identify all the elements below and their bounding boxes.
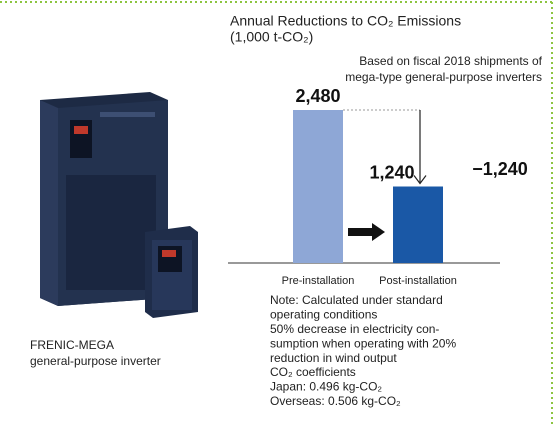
x-tick-label: Post-installation bbox=[379, 275, 457, 287]
note-line: Overseas: 0.506 kg-CO₂ bbox=[270, 394, 401, 408]
reduction-annotation: −1,240 bbox=[472, 159, 528, 179]
bar bbox=[293, 110, 343, 263]
infographic: FRENIC-MEGA general-purpose inverter Annu… bbox=[0, 0, 559, 426]
note-line: operating conditions bbox=[270, 308, 377, 322]
note-line: reduction in wind output bbox=[270, 351, 397, 365]
inverter-image bbox=[40, 92, 198, 318]
chart-unit: (1,000 t-CO₂) bbox=[230, 29, 313, 45]
note-line: Japan: 0.496 kg-CO₂ bbox=[270, 380, 382, 394]
note-line: 50% decrease in electricity con- bbox=[270, 322, 439, 336]
bar bbox=[393, 187, 443, 264]
caption-line: FRENIC-MEGA bbox=[30, 338, 114, 352]
note-line: Note: Calculated under standard bbox=[270, 293, 443, 307]
product-caption: FRENIC-MEGA general-purpose inverter bbox=[30, 338, 161, 368]
chart-title: Annual Reductions to CO₂ Emissions bbox=[230, 13, 461, 29]
value-label: 1,240 bbox=[369, 162, 414, 182]
chart-subtitle: mega-type general-purpose inverters bbox=[345, 70, 542, 84]
note-line: sumption when operating with 20% bbox=[270, 336, 456, 350]
change-arrow bbox=[348, 223, 385, 241]
chart-subtitle: Based on fiscal 2018 shipments of bbox=[359, 54, 542, 68]
caption-line: general-purpose inverter bbox=[30, 354, 161, 368]
x-tick-label: Pre-installation bbox=[282, 275, 355, 287]
note-line: CO₂ coefficients bbox=[270, 365, 356, 379]
value-label: 2,480 bbox=[295, 86, 340, 106]
